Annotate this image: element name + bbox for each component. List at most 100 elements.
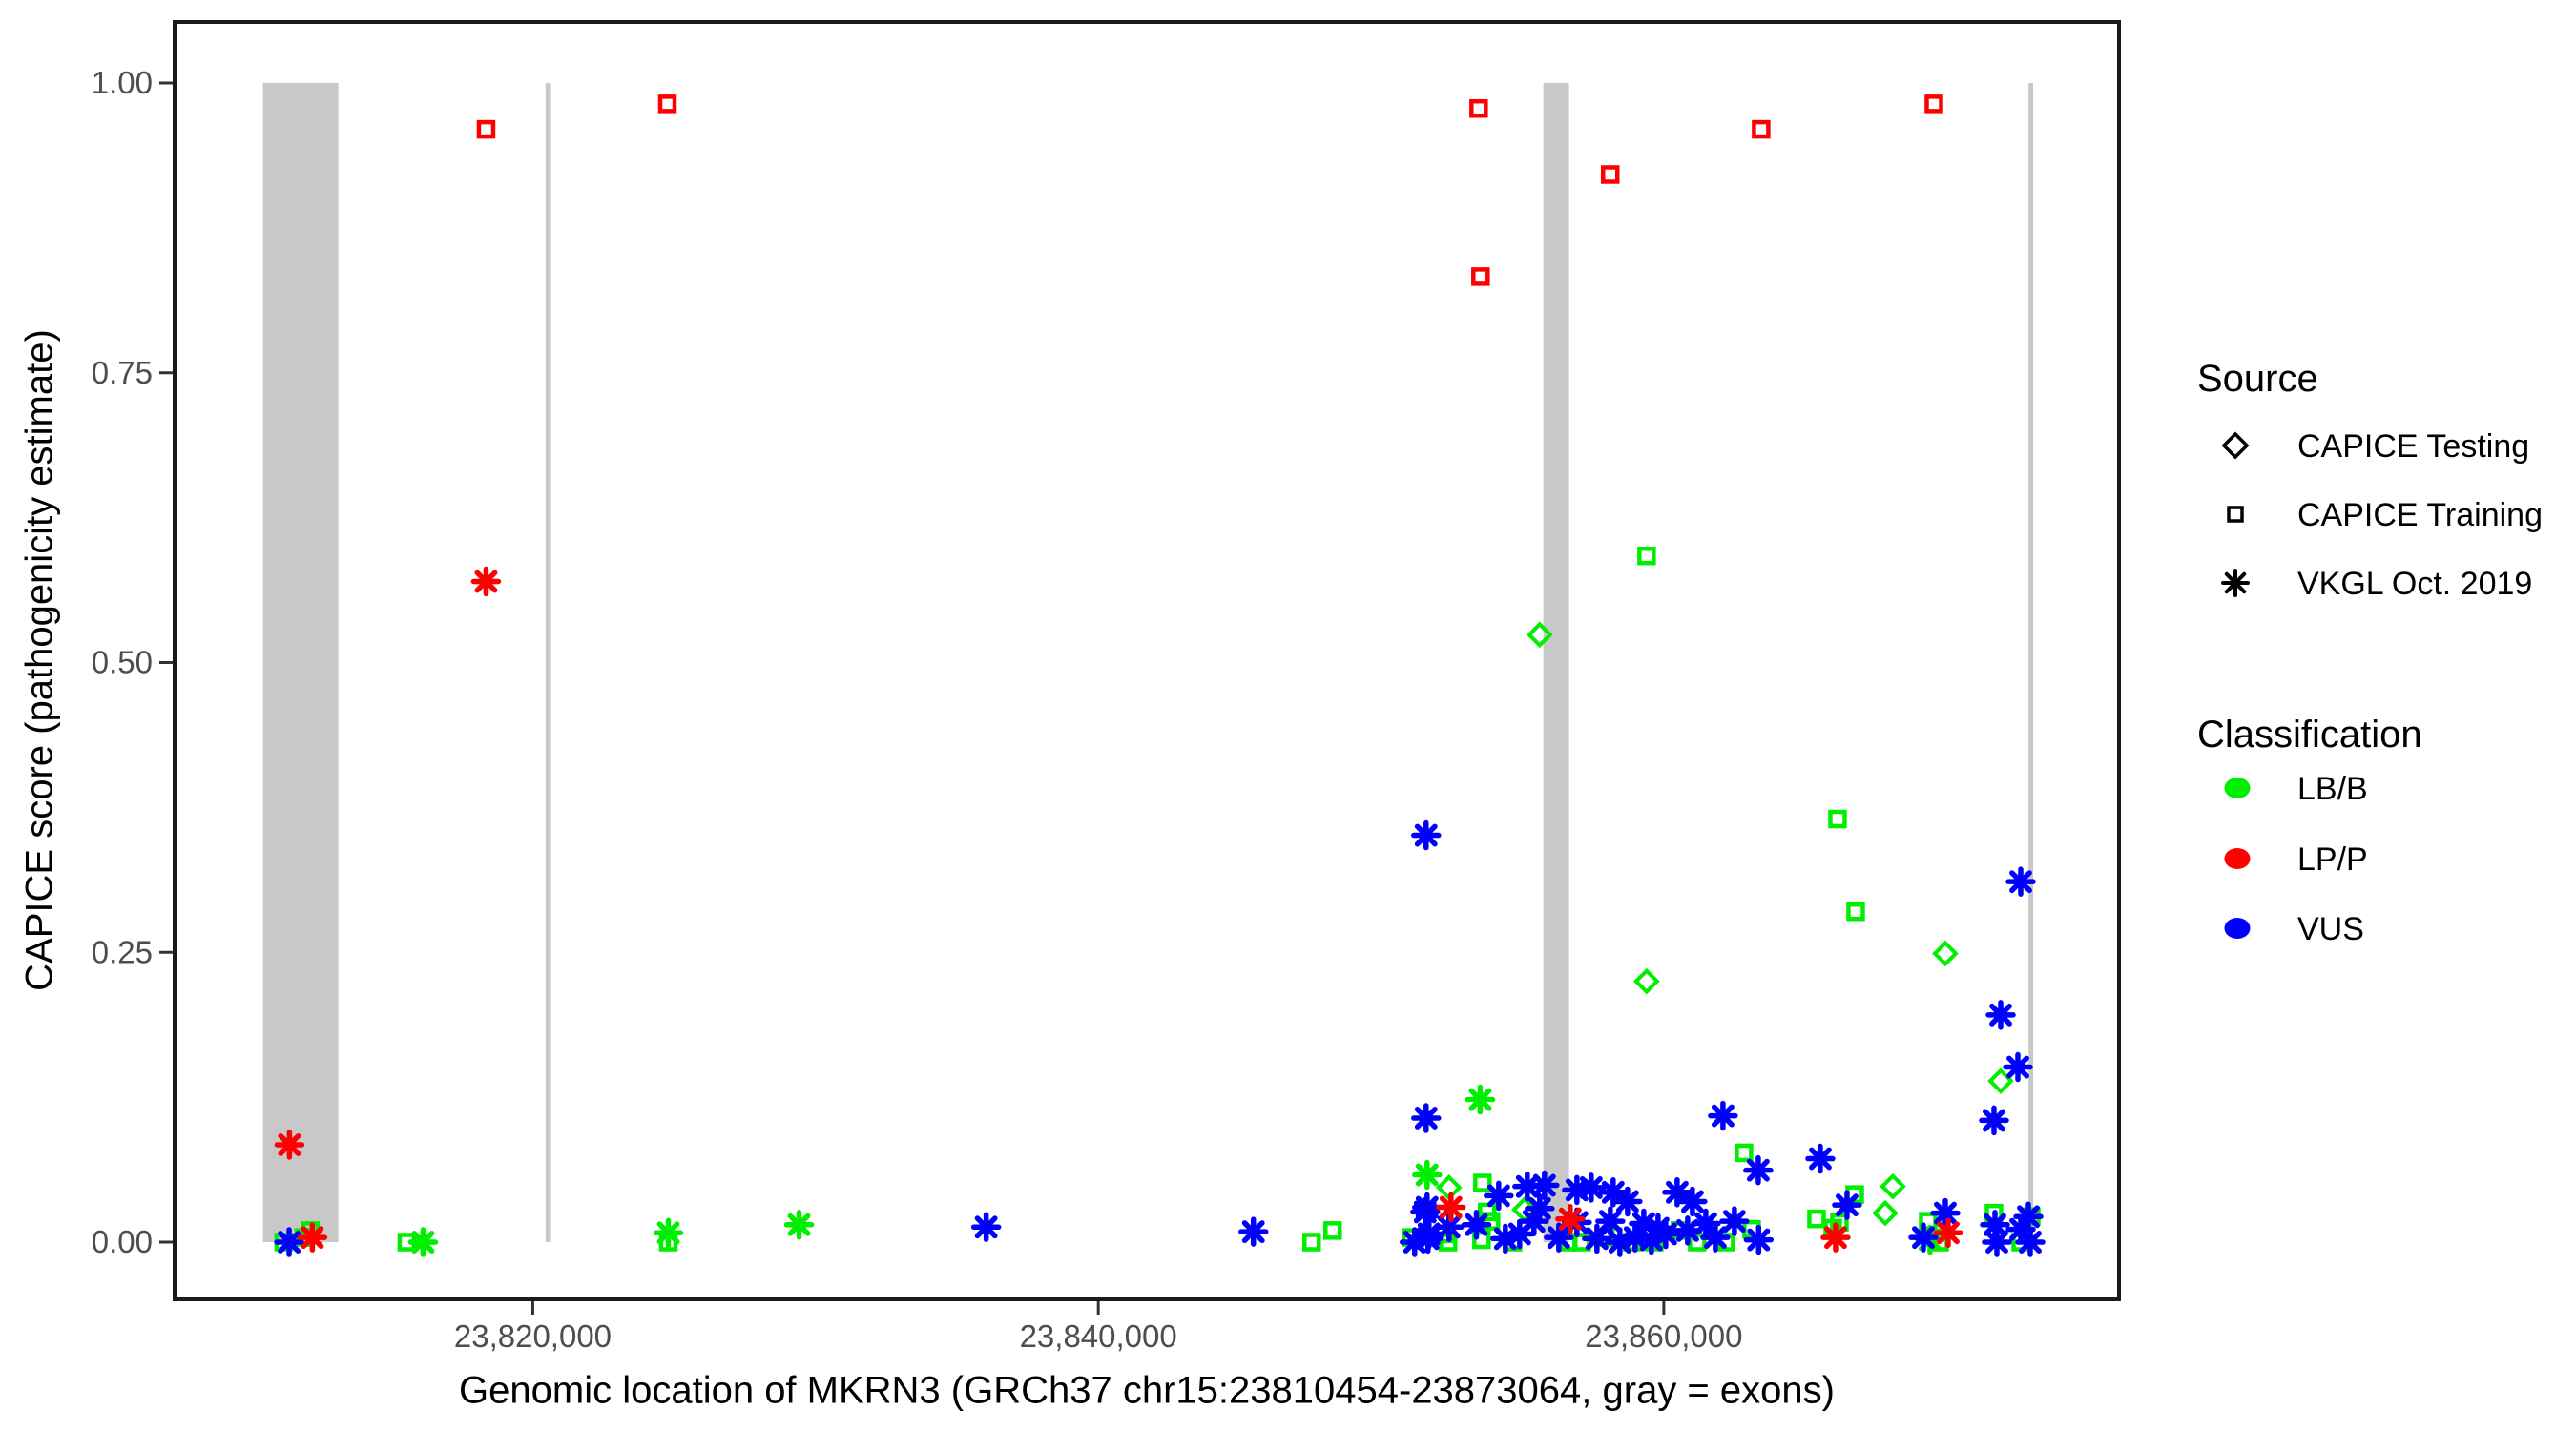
y-tick-label: 0.00 — [92, 1224, 153, 1259]
data-point-diamond — [1527, 621, 1553, 649]
exon-region — [1543, 83, 1569, 1242]
data-point-asterisk — [1982, 1227, 2012, 1257]
data-point-asterisk — [1436, 1192, 1466, 1223]
legend-source-item-label: CAPICE Testing — [2297, 428, 2529, 465]
data-point-asterisk — [1930, 1197, 1961, 1229]
data-point-asterisk — [1612, 1186, 1643, 1217]
exon-region — [262, 83, 339, 1242]
data-point-asterisk — [1410, 1196, 1441, 1228]
data-point-asterisk — [1651, 1218, 1681, 1250]
x-tick-label: 23,860,000 — [1585, 1318, 1742, 1354]
legend-source-title: Source — [2197, 358, 2318, 400]
legend-dot-icon — [2224, 778, 2251, 798]
data-point-asterisk — [1719, 1206, 1750, 1236]
data-point-asterisk — [1411, 819, 1442, 851]
data-point-square — [1473, 1173, 1492, 1192]
data-point-asterisk — [2015, 1227, 2046, 1257]
legend-classification-title: Classification — [2197, 714, 2422, 756]
data-point-asterisk — [1980, 1210, 2010, 1240]
data-point-square — [657, 94, 677, 114]
data-point-square — [1752, 119, 1771, 139]
data-point-asterisk — [2005, 866, 2036, 897]
data-point-diamond — [1436, 1174, 1463, 1201]
data-point-asterisk — [1908, 1222, 1939, 1253]
data-point-diamond — [1932, 940, 1959, 967]
data-point-asterisk — [1461, 1210, 1492, 1240]
data-point-asterisk — [1662, 1177, 1693, 1208]
exon-region — [2028, 83, 2034, 1242]
data-point-asterisk — [1743, 1224, 1775, 1255]
data-point-asterisk — [1820, 1222, 1851, 1253]
legend-diamond-icon — [2221, 431, 2250, 460]
data-point-asterisk — [1555, 1203, 1586, 1234]
y-tick-label: 0.50 — [92, 645, 153, 680]
data-point-asterisk — [1529, 1170, 1560, 1201]
legend-source-item-label: CAPICE Training — [2297, 497, 2543, 533]
data-point-asterisk — [1832, 1190, 1862, 1220]
data-point-asterisk — [653, 1217, 684, 1249]
data-point-asterisk — [1605, 1227, 1635, 1257]
data-point-asterisk — [1484, 1180, 1514, 1212]
y-tick-label: 1.00 — [92, 65, 153, 100]
data-point-square — [1469, 98, 1488, 118]
data-point-asterisk — [1595, 1206, 1626, 1236]
panel-border — [173, 20, 2121, 1301]
data-point-asterisk — [1672, 1215, 1703, 1246]
x-tick-label: 23,840,000 — [1020, 1318, 1177, 1354]
data-point-asterisk — [2013, 1201, 2044, 1233]
legend-dot-icon — [2224, 918, 2251, 939]
data-point-asterisk — [274, 1130, 305, 1160]
data-point-asterisk — [297, 1222, 328, 1253]
data-point-asterisk — [1562, 1174, 1592, 1206]
data-point-diamond — [1872, 1199, 1899, 1227]
data-point-asterisk — [1636, 1224, 1667, 1255]
data-point-diamond — [1987, 1068, 2014, 1094]
x-tick-label: 23,820,000 — [454, 1318, 612, 1354]
data-point-square — [1301, 1233, 1321, 1252]
x-axis-title: Genomic location of MKRN3 (GRCh37 chr15:… — [459, 1369, 1835, 1412]
data-point-asterisk — [1985, 1000, 2016, 1030]
data-point-asterisk — [1620, 1222, 1651, 1253]
y-axis-title: CAPICE score (pathogenicity estimate) — [18, 329, 61, 991]
legend-classification-item-label: VUS — [2297, 911, 2364, 947]
data-point-asterisk — [1629, 1208, 1659, 1239]
data-point-asterisk — [970, 1212, 1002, 1242]
data-point-asterisk — [1743, 1154, 1774, 1186]
legend-dot-icon — [2224, 848, 2251, 869]
legend-asterisk-icon — [2221, 569, 2250, 597]
exon-region — [545, 83, 551, 1242]
data-point-asterisk — [1805, 1143, 1836, 1174]
legend-classification-item-label: LP/P — [2297, 841, 2368, 878]
data-point-square — [1807, 1209, 1826, 1229]
data-point-square — [1323, 1221, 1342, 1240]
data-point-square — [1924, 94, 1943, 114]
data-point-asterisk — [1434, 1212, 1465, 1242]
data-point-asterisk — [1979, 1105, 2009, 1136]
data-point-asterisk — [1598, 1177, 1629, 1208]
data-point-asterisk — [1512, 1171, 1543, 1202]
data-point-asterisk — [1708, 1100, 1738, 1131]
legend-square-icon — [2227, 506, 2244, 523]
data-point-square — [1471, 267, 1490, 286]
data-point-square — [1735, 1143, 1754, 1163]
data-point-asterisk — [407, 1227, 439, 1257]
data-point-square — [1637, 546, 1656, 566]
data-point-asterisk — [1465, 1084, 1496, 1115]
data-point-asterisk — [1519, 1206, 1549, 1236]
data-point-asterisk — [1412, 1159, 1443, 1191]
data-point-asterisk — [274, 1227, 304, 1257]
data-point-asterisk — [1411, 1103, 1442, 1133]
legend-source-item-label: VKGL Oct. 2019 — [2297, 566, 2532, 602]
data-point-asterisk — [1525, 1193, 1555, 1224]
data-point-asterisk — [1700, 1222, 1731, 1253]
data-point-diamond — [1633, 967, 1660, 995]
data-point-asterisk — [2003, 1051, 2033, 1083]
data-point-asterisk — [1677, 1186, 1708, 1217]
data-point-asterisk — [1576, 1172, 1607, 1203]
data-point-asterisk — [1237, 1216, 1269, 1247]
data-point-asterisk — [1691, 1208, 1721, 1239]
data-point-asterisk — [2005, 1213, 2036, 1245]
y-tick-label: 0.25 — [92, 934, 153, 969]
